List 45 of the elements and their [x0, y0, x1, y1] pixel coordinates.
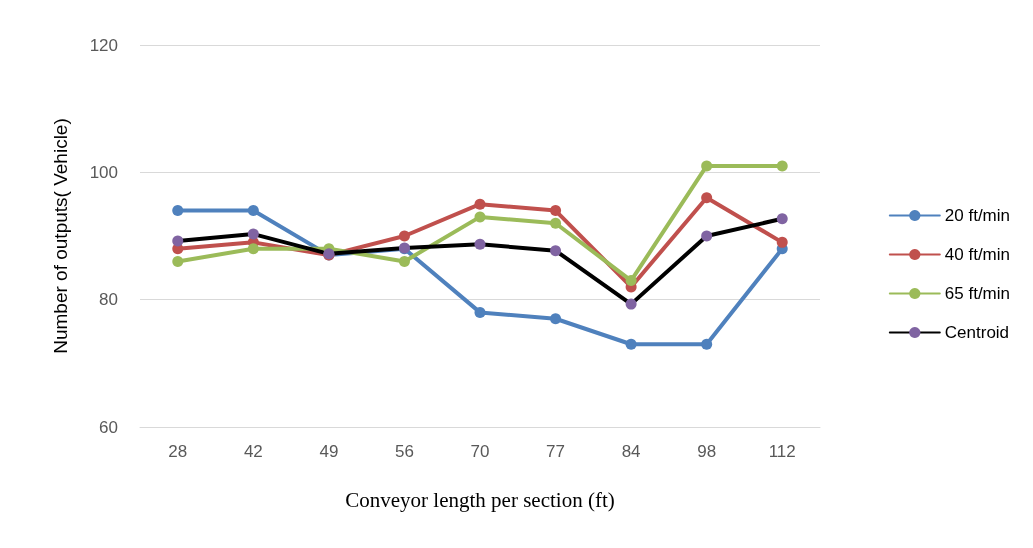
point	[701, 160, 713, 172]
legend-label: 20 ft/min	[944, 206, 1011, 225]
point	[247, 228, 259, 240]
point	[398, 230, 410, 242]
point	[474, 211, 486, 223]
point	[172, 205, 184, 217]
point	[398, 255, 410, 267]
x-tick-label: 28	[168, 442, 188, 461]
y-tick-label: 100	[89, 162, 118, 182]
y-tick-label: 60	[99, 417, 118, 437]
point	[625, 298, 637, 310]
point	[550, 313, 562, 325]
point	[550, 245, 562, 257]
x-tick-label: 84	[621, 442, 641, 461]
point	[701, 230, 713, 242]
point	[474, 198, 486, 210]
point	[550, 205, 562, 217]
legend-label: 65 ft/min	[944, 284, 1011, 303]
x-tick-label: 112	[768, 442, 796, 461]
x-tick-label: 56	[394, 442, 414, 461]
point	[247, 243, 259, 255]
point	[172, 255, 184, 267]
y-axis-title: Number of outputs( Vehicle)	[50, 118, 71, 354]
point	[550, 217, 562, 229]
point	[776, 213, 788, 225]
y-tick-label: 120	[89, 35, 118, 55]
point	[474, 306, 486, 318]
x-tick-label: 49	[319, 442, 339, 461]
point	[474, 238, 486, 250]
point	[701, 192, 713, 204]
point	[625, 275, 637, 287]
point	[625, 338, 637, 350]
legend-label: Centroid	[944, 323, 1010, 342]
point	[172, 235, 184, 247]
point	[701, 338, 713, 350]
x-tick-label: 98	[697, 442, 717, 461]
point	[776, 236, 788, 248]
x-tick-label: 42	[243, 442, 263, 461]
x-axis-title: Conveyor length per section (ft)	[345, 487, 615, 512]
x-tick-label: 77	[546, 442, 566, 461]
x-tick-label: 70	[470, 442, 490, 461]
legend-label: 40 ft/min	[944, 245, 1011, 264]
y-tick-label: 80	[99, 290, 118, 310]
point	[776, 160, 788, 172]
point	[247, 205, 259, 217]
